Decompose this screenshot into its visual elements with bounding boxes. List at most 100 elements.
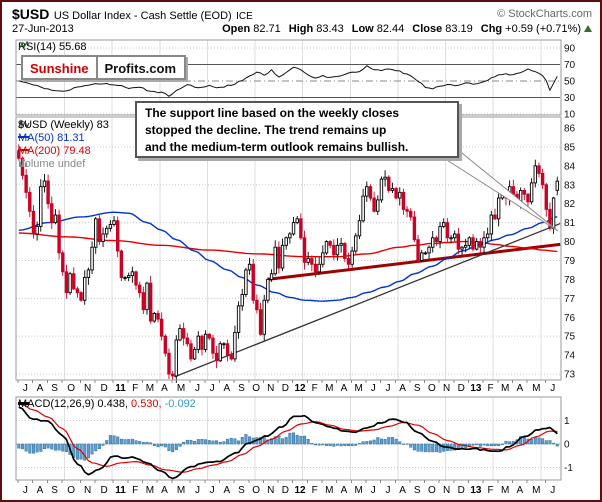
candle-body <box>174 339 179 377</box>
sunshine-profits-logo: Sunshine Profits.com <box>21 55 187 80</box>
volume-label: Volume undef <box>18 158 86 170</box>
macd-histogram-bar <box>346 443 350 447</box>
macd-histogram-bar <box>237 440 241 445</box>
macd-histogram-bar <box>412 443 416 451</box>
candle-body <box>72 273 76 290</box>
macd-histogram-bar <box>123 439 127 445</box>
price-month-label: J <box>195 383 200 394</box>
candle-body <box>537 165 541 174</box>
macd-histogram-bar <box>548 440 552 445</box>
macd-month-label: 12 <box>294 485 306 496</box>
candle-body <box>86 269 91 278</box>
candle-body <box>244 269 248 295</box>
candle-body <box>368 186 373 199</box>
candle-body <box>178 328 182 341</box>
candle-body <box>266 278 270 301</box>
price-axis-label: 73 <box>564 370 576 381</box>
candle-body <box>83 277 87 301</box>
macd-histogram-bar <box>314 443 318 446</box>
candle-body <box>434 237 439 242</box>
candle-body <box>438 225 442 243</box>
macd-histogram-bar <box>306 439 310 445</box>
chart-title: US Dollar Index - Cash Settle (EOD) <box>53 10 232 22</box>
macd-histogram-bar <box>207 440 211 445</box>
price-month-label: N <box>267 383 274 394</box>
ma200-line <box>18 232 558 258</box>
price-month-label: S <box>238 383 245 394</box>
candle-body <box>383 176 387 180</box>
candle-body <box>148 282 153 322</box>
price-axis-label: 82 <box>564 199 576 210</box>
macd-month-label: F <box>487 485 493 496</box>
annotation-line3: and the medium-term outlook remains bull… <box>145 140 409 154</box>
macd-month-label: O <box>428 485 436 496</box>
price-axis-label: 81 <box>564 218 576 229</box>
candle-body <box>321 252 325 265</box>
macd-histogram-bar <box>350 443 354 447</box>
candle-body <box>258 309 263 335</box>
macd-histogram-bar <box>376 437 380 445</box>
price-month-label: S <box>51 383 58 394</box>
price-month-label: A <box>516 383 523 394</box>
annotation-line1: The support line based on the weekly clo… <box>145 106 400 120</box>
rsi-axis-label: 90 <box>564 44 576 55</box>
macd-histogram-bar <box>46 443 50 449</box>
macd-histogram-bar <box>552 442 556 445</box>
macd-month-label: J <box>550 485 555 496</box>
price-month-label: N <box>443 383 450 394</box>
macd-name: MACD(12,26,9) <box>18 398 95 410</box>
volume-bars-icon <box>19 159 27 167</box>
candle-body <box>273 246 277 275</box>
candle-body <box>75 288 80 294</box>
macd-axis-label: 1 <box>564 416 570 427</box>
macd-histogram-bar <box>299 435 303 445</box>
candle-body <box>247 263 252 271</box>
candle-body <box>284 237 288 246</box>
price-month-label: D <box>282 383 289 394</box>
macd-month-label: N <box>267 485 274 496</box>
price-legend-ma50: MA(50) 81.31 <box>18 132 85 144</box>
chg-value: +0.59 (+0.71%) <box>505 23 581 35</box>
low-label: Low <box>351 23 374 35</box>
candle-body <box>156 313 160 320</box>
price-month-label: F <box>132 383 138 394</box>
candle-body <box>108 224 113 229</box>
candle-body <box>68 273 72 294</box>
macd-panel-border <box>15 396 562 481</box>
macd-histogram-bar <box>24 443 28 452</box>
macd-month-label: A <box>516 485 523 496</box>
candle-body <box>471 237 475 250</box>
macd-month-label: J <box>210 485 215 496</box>
candle-body <box>555 180 559 191</box>
candle-body <box>170 373 175 377</box>
price-month-label: N <box>84 383 91 394</box>
candle-body <box>299 218 303 239</box>
macd-month-label: N <box>84 485 91 496</box>
candle-body <box>394 188 398 199</box>
macd-signal-value: 0.530, <box>131 398 162 410</box>
macd-histogram-bar <box>482 443 486 446</box>
candle-body <box>540 172 545 186</box>
candle-body <box>255 299 259 311</box>
macd-histogram-bar <box>478 443 482 447</box>
macd-signal-line <box>18 402 558 473</box>
ma200-dash-icon <box>18 149 29 151</box>
candle-body <box>452 233 457 239</box>
price-month-label: D <box>458 383 465 394</box>
price-month-label: J <box>385 383 390 394</box>
macd-histogram-bar <box>182 441 186 445</box>
macd-axis-label: 0 <box>564 440 570 451</box>
macd-histogram-bar <box>365 441 369 445</box>
macd-histogram-bar <box>229 437 233 445</box>
candle-body <box>511 186 516 195</box>
candle-body <box>203 333 208 350</box>
candle-body <box>181 328 186 339</box>
candle-body <box>401 191 406 210</box>
candle-body <box>163 335 168 354</box>
macd-histogram-bar <box>218 441 222 445</box>
price-month-label: 13 <box>470 383 482 394</box>
macd-histogram-bar <box>500 443 504 446</box>
candle-body <box>529 182 534 203</box>
macd-histogram-bar <box>189 439 193 445</box>
macd-histogram-bar <box>171 443 175 453</box>
